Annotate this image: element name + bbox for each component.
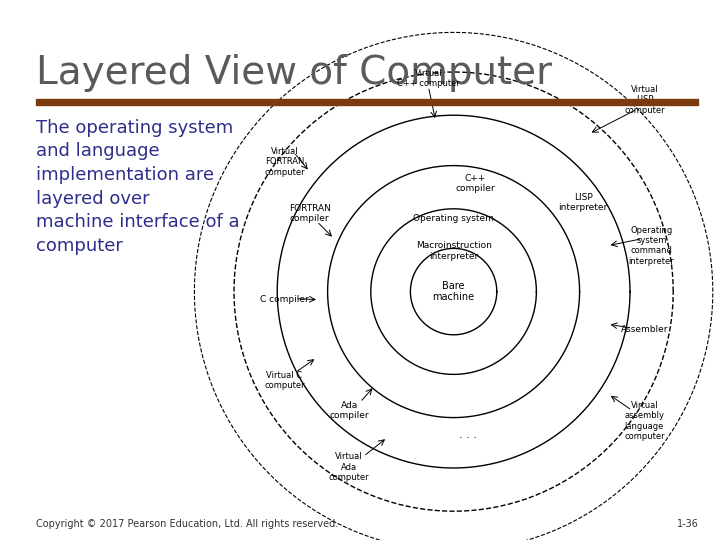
Text: Operating
system
command
interpreter: Operating system command interpreter xyxy=(629,226,675,266)
Text: Virtual
Ada
computer: Virtual Ada computer xyxy=(329,452,369,482)
Text: Virtual
FORTRAN
computer: Virtual FORTRAN computer xyxy=(264,147,305,177)
Text: 1-36: 1-36 xyxy=(677,519,698,529)
Text: Bare
machine: Bare machine xyxy=(433,281,474,302)
Text: C compiler: C compiler xyxy=(260,295,309,304)
Text: Operating system: Operating system xyxy=(413,214,494,223)
Text: Ada
compiler: Ada compiler xyxy=(329,401,369,420)
Text: Virtual
assembly
language
computer: Virtual assembly language computer xyxy=(624,401,665,441)
Text: Copyright © 2017 Pearson Education, Ltd. All rights reserved.: Copyright © 2017 Pearson Education, Ltd.… xyxy=(36,519,338,529)
Text: Virtual
C++ computer: Virtual C++ computer xyxy=(397,69,460,88)
Text: The operating system
and language
implementation are
layered over
machine interf: The operating system and language implem… xyxy=(36,119,240,255)
Text: C++
compiler: C++ compiler xyxy=(455,174,495,193)
Text: Macroinstruction
interpreter: Macroinstruction interpreter xyxy=(415,241,492,261)
Text: Assembler: Assembler xyxy=(621,325,668,334)
Text: Layered View of Computer: Layered View of Computer xyxy=(36,54,552,92)
Text: LISP
interpreter: LISP interpreter xyxy=(559,193,608,212)
Bar xyxy=(36,99,698,105)
Text: Virtual C
computer: Virtual C computer xyxy=(264,371,305,390)
Text: Virtual
LISP
computer: Virtual LISP computer xyxy=(624,85,665,115)
Text: FORTRAN
compiler: FORTRAN compiler xyxy=(289,204,330,223)
Text: . . .: . . . xyxy=(459,430,477,440)
